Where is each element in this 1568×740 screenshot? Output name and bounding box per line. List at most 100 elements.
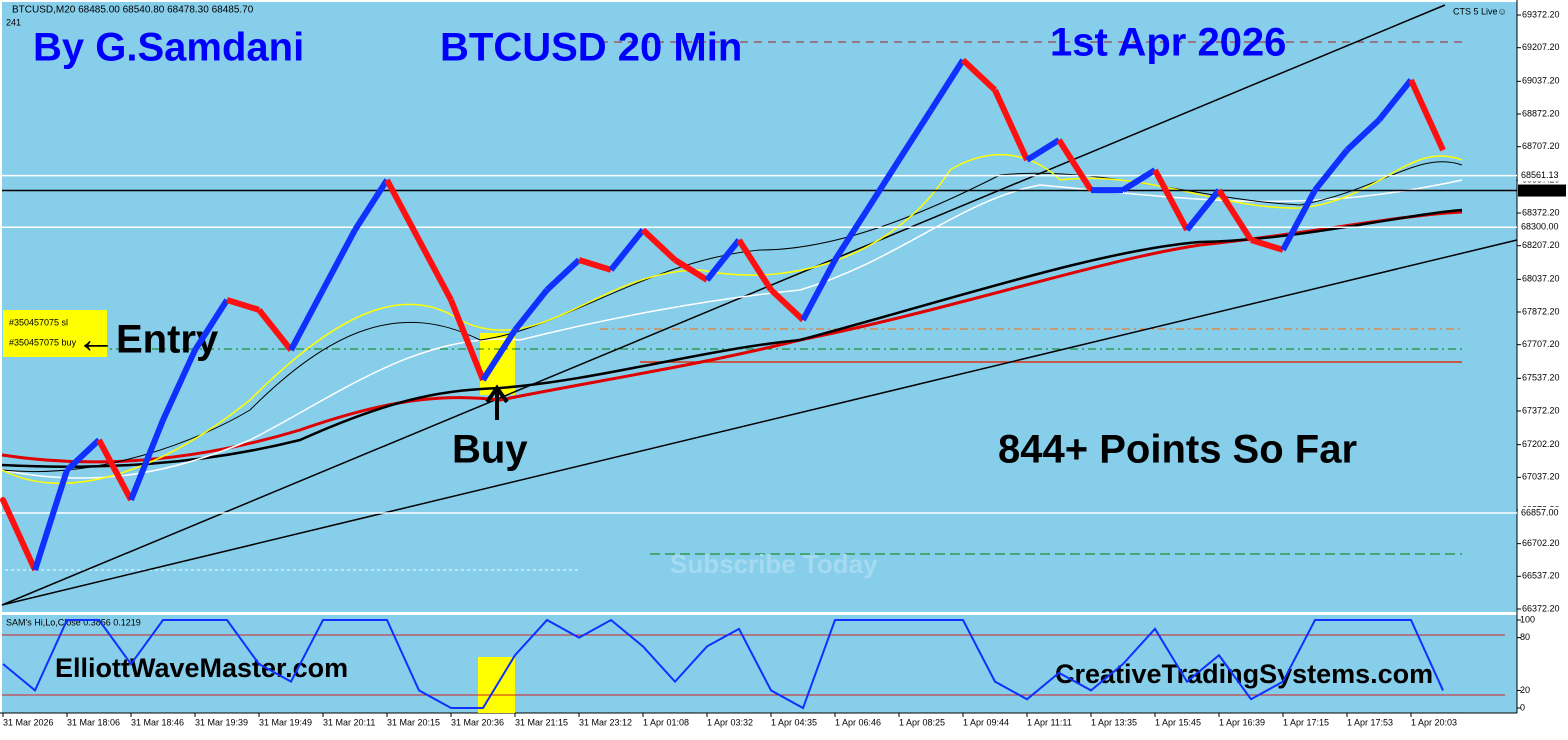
x-tick-label: 1 Apr 16:39	[1219, 717, 1265, 727]
instrument: BTCUSD 20 Min	[440, 26, 742, 70]
y-tick-label: 66537.20	[1522, 571, 1560, 581]
x-tick-label: 31 Mar 20:15	[387, 717, 440, 727]
level-label: 66857.00	[1521, 507, 1559, 517]
level-tag	[1518, 184, 1566, 197]
price-segment	[512, 288, 550, 332]
moving-average	[1, 161, 1463, 473]
y-tick-label: 69372.20	[1522, 9, 1560, 19]
x-tick-label: 1 Apr 04:35	[771, 717, 817, 727]
header-live: CTS 5 Live☺	[1453, 6, 1507, 16]
y-tick-label: 68207.20	[1522, 240, 1560, 250]
y-tick-label: 66372.20	[1522, 603, 1560, 613]
y-tick-label: 67872.20	[1522, 306, 1560, 316]
oscillator-title: SAM's Hi,Lo,Close 0.3856 0.1219	[6, 617, 141, 627]
x-tick-label: 1 Apr 08:25	[899, 717, 945, 727]
price-segment	[578, 257, 612, 273]
y-tick-label: 67537.20	[1522, 373, 1560, 383]
price-segment	[1312, 148, 1350, 192]
price-segment	[1216, 188, 1254, 242]
level-tag	[1518, 221, 1566, 234]
price-segment	[640, 227, 678, 263]
y-tick-label: 68872.20	[1522, 108, 1560, 118]
oscillator-panel	[2, 615, 1517, 713]
price-segment	[192, 298, 230, 352]
y-tick-label: 69037.20	[1522, 76, 1560, 86]
price-segment	[1250, 237, 1284, 253]
price-segment	[704, 238, 742, 282]
x-tick-label: 1 Apr 20:03	[1411, 717, 1457, 727]
price-segment	[544, 257, 582, 293]
site-label: ElliottWaveMaster.com	[55, 653, 348, 683]
entry-label: ←Entry	[76, 318, 219, 362]
order-box	[3, 310, 107, 357]
price-segment	[480, 328, 518, 382]
moving-average	[1, 179, 1463, 479]
x-tick-label: 1 Apr 17:15	[1283, 717, 1329, 727]
price-segment	[0, 498, 38, 572]
price-segment	[1408, 78, 1446, 152]
order-label: #350457075 buy	[9, 337, 77, 347]
header-bars: 241	[6, 17, 21, 27]
price-segment	[128, 418, 166, 502]
y-tick-label: 66702.20	[1522, 538, 1560, 548]
price-segment	[32, 469, 70, 571]
level-tag	[1518, 507, 1566, 520]
x-tick-label: 31 Mar 19:39	[195, 717, 248, 727]
price-segment	[800, 258, 838, 322]
x-tick-label: 31 Mar 20:36	[451, 717, 504, 727]
x-tick-label: 31 Mar 2026	[3, 717, 54, 727]
price-segment	[736, 238, 774, 292]
x-tick-label: 31 Mar 18:06	[67, 717, 120, 727]
y-tick-label: 68707.20	[1522, 141, 1560, 151]
price-segment	[288, 288, 326, 352]
site-label: CreativeTradingSystems.com	[1055, 659, 1433, 689]
moving-average	[1, 208, 1463, 468]
x-tick-label: 31 Mar 20:11	[323, 717, 375, 727]
y-tick-label: 100	[1520, 614, 1535, 624]
price-segment	[256, 308, 294, 352]
price-segment	[1025, 137, 1061, 163]
price-segment	[96, 438, 134, 502]
x-tick-label: 1 Apr 13:35	[1091, 717, 1137, 727]
price-segment	[160, 348, 198, 422]
header-symbol: BTCUSD,M20 68485.00 68540.80 68478.30 68…	[12, 5, 254, 16]
level-label: 68561.13	[1521, 170, 1559, 180]
author: By G.Samdani	[33, 26, 304, 70]
trend-line	[1, 4, 1446, 606]
x-tick-label: 1 Apr 01:08	[643, 717, 689, 727]
x-tick-label: 31 Mar 23:12	[579, 717, 632, 727]
price-segment	[832, 208, 870, 262]
price-point	[0, 496, 6, 503]
price-segment	[352, 178, 390, 232]
moving-average	[1, 154, 1463, 484]
date: 1st Apr 2026	[1050, 21, 1286, 65]
price-segment	[608, 228, 646, 272]
buy-arrow	[485, 384, 509, 420]
decorations	[1, 4, 1518, 696]
trend-line	[1, 239, 1518, 606]
price-segment	[226, 297, 260, 313]
x-tick-label: 1 Apr 15:45	[1155, 717, 1201, 727]
x-tick-label: 31 Mar 21:15	[515, 717, 568, 727]
price-segment	[960, 57, 998, 93]
y-tick-label: 0	[1520, 702, 1525, 712]
price-segment	[768, 287, 806, 323]
price-segment	[1184, 188, 1222, 232]
oscillator-line	[2, 618, 1444, 710]
price-segment	[928, 58, 966, 112]
x-tick-label: 31 Mar 18:46	[131, 717, 184, 727]
x-tick-label: 1 Apr 17:53	[1347, 717, 1393, 727]
level-label: 68485.70	[1521, 185, 1559, 195]
y-tick-label: 67707.20	[1522, 339, 1560, 349]
subscribe: Subscribe Today	[670, 549, 878, 579]
buy-label: Buy	[452, 428, 528, 472]
price-segment	[673, 257, 709, 283]
x-tick-label: 1 Apr 06:46	[835, 717, 881, 727]
price-panel	[2, 2, 1517, 612]
price-segment	[64, 437, 102, 473]
price-segment	[1056, 138, 1094, 192]
price-segment	[896, 108, 934, 162]
x-tick-label: 31 Mar 19:49	[259, 717, 312, 727]
price-segment	[320, 228, 358, 292]
